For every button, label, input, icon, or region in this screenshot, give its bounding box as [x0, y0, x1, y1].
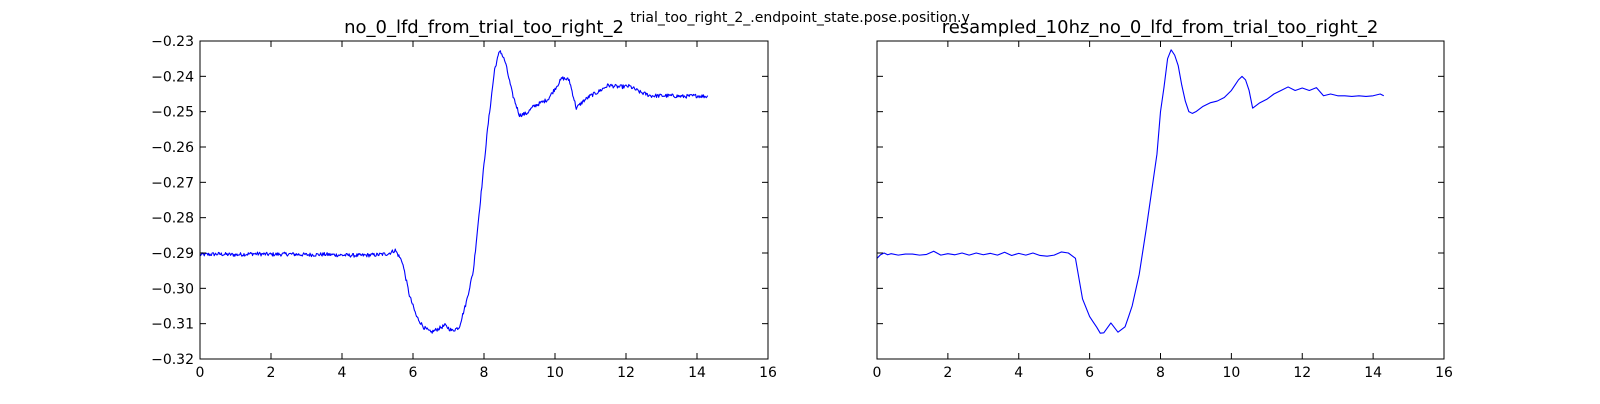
x-tick-label: 4: [1014, 365, 1023, 381]
x-tick-label: 2: [267, 365, 276, 381]
x-tick-label: 8: [480, 365, 489, 381]
y-tick-label: −0.27: [151, 175, 194, 191]
x-tick-label: 14: [688, 365, 706, 381]
x-tick-label: 0: [196, 365, 205, 381]
x-tick-label: 12: [617, 365, 635, 381]
figure-suptitle: trial_too_right_2_.endpoint_state.pose.p…: [630, 10, 969, 26]
left-subplot-title: no_0_lfd_from_trial_too_right_2: [344, 17, 624, 38]
series-line: [199, 50, 709, 334]
x-tick-label: 6: [409, 365, 418, 381]
x-tick-label: 0: [873, 365, 882, 381]
x-tick-label: 10: [546, 365, 564, 381]
left-subplot: no_0_lfd_from_trial_too_right_2 0 2 4 6 8 10 1…: [151, 17, 777, 381]
x-tick-label: 12: [1293, 365, 1311, 381]
axes-frame: [876, 40, 1445, 360]
right-subplot: resampled_10hz_no_0_lfd_from_trial_too_r…: [873, 17, 1453, 381]
y-tick-label: −0.31: [151, 317, 194, 333]
x-tick-label: 14: [1364, 365, 1382, 381]
series-line: [876, 49, 1385, 334]
y-tick-label: −0.26: [151, 140, 194, 156]
y-tick-label: −0.28: [151, 211, 194, 227]
y-tick-label: −0.24: [151, 69, 194, 85]
y-tick-label: −0.30: [151, 281, 194, 297]
x-tick-label: 10: [1222, 365, 1240, 381]
y-tick-label: −0.29: [151, 246, 194, 262]
right-subplot-title: resampled_10hz_no_0_lfd_from_trial_too_r…: [942, 17, 1379, 38]
x-tick-label: 16: [759, 365, 777, 381]
x-tick-label: 4: [338, 365, 347, 381]
x-tick-label: 16: [1435, 365, 1453, 381]
y-tick-label: −0.32: [151, 352, 194, 368]
x-tick-label: 6: [1085, 365, 1094, 381]
x-tick-label: 2: [943, 365, 952, 381]
axes-frame: [199, 40, 769, 360]
y-tick-label: −0.23: [151, 34, 194, 50]
y-tick-label: −0.25: [151, 105, 194, 121]
x-tick-label: 8: [1156, 365, 1165, 381]
